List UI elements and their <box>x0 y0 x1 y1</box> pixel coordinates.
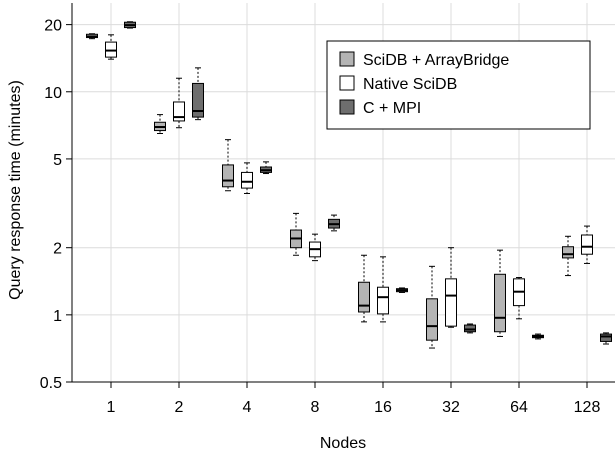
x-tick-label: 8 <box>311 399 320 416</box>
x-tick-label: 2 <box>175 399 184 416</box>
y-ticks: 0.5 1 2 5 10 20 <box>40 18 72 392</box>
box-iqr <box>464 324 476 333</box>
x-tick-label: 64 <box>510 399 528 416</box>
box-1-7 <box>581 225 593 264</box>
y-axis-label: Query response time (minutes) <box>7 80 24 300</box>
box-0-4 <box>358 254 370 323</box>
box-iqr <box>358 281 370 313</box>
y-tick-label: 2 <box>53 241 62 258</box>
x-tick-label: 4 <box>243 399 252 416</box>
box-2-2 <box>260 161 272 175</box>
box-2-4 <box>396 287 408 293</box>
box-0-7 <box>562 235 574 277</box>
box-iqr <box>600 333 612 342</box>
legend-label: C + MPI <box>363 100 421 117</box>
legend-swatch <box>339 99 355 115</box>
box-2-5 <box>464 323 476 334</box>
box-iqr <box>426 298 438 341</box>
box-0-1 <box>154 114 166 135</box>
x-tick-label: 1 <box>107 399 116 416</box>
box-1-1 <box>173 77 185 129</box>
box-1-0 <box>105 34 117 60</box>
y-tick-label: 5 <box>53 152 62 169</box>
legend-label: Native SciDB <box>363 76 457 93</box>
box-1-5 <box>445 247 457 328</box>
box-0-0 <box>86 33 98 40</box>
x-tick-label: 128 <box>574 399 601 416</box>
legend-swatch <box>339 75 355 91</box>
legend-swatch <box>339 51 355 67</box>
box-1-2 <box>241 162 253 194</box>
box-iqr <box>445 278 457 327</box>
box-0-6 <box>494 249 506 337</box>
y-tick-label: 0.5 <box>40 375 62 392</box>
box-2-6 <box>532 333 544 340</box>
box-iqr <box>173 101 185 122</box>
x-tick-label: 32 <box>442 399 460 416</box>
box-iqr <box>192 82 204 118</box>
box-1-6 <box>513 277 525 320</box>
x-ticks: 1 2 4 8 16 32 64 128 <box>107 382 601 416</box>
box-2-1 <box>192 67 204 121</box>
box-iqr <box>241 171 253 189</box>
y-tick-label: 20 <box>44 18 62 35</box>
box-iqr <box>581 234 593 255</box>
box-1-4 <box>377 256 389 323</box>
y-tick-label: 10 <box>44 85 62 102</box>
y-tick-label: 1 <box>53 308 62 325</box>
legend-frame <box>326 40 591 130</box>
box-0-2 <box>222 139 234 192</box>
box-0-5 <box>426 265 438 349</box>
box-2-7 <box>600 332 612 345</box>
x-axis-label: Nodes <box>320 435 366 452</box>
x-tick-label: 16 <box>374 399 392 416</box>
box-2-3 <box>328 214 340 232</box>
box-iqr <box>562 246 574 259</box>
box-1-3 <box>309 233 321 262</box>
legend-label: SciDB + ArrayBridge <box>363 52 509 69</box>
box-0-3 <box>290 212 302 256</box>
box-iqr <box>222 164 234 188</box>
legend: SciDB + ArrayBridge Native SciDB C + MPI <box>326 40 591 130</box>
box-iqr <box>494 273 506 333</box>
box-2-0 <box>124 21 136 29</box>
box-group <box>86 21 612 349</box>
box-iqr <box>377 286 389 315</box>
